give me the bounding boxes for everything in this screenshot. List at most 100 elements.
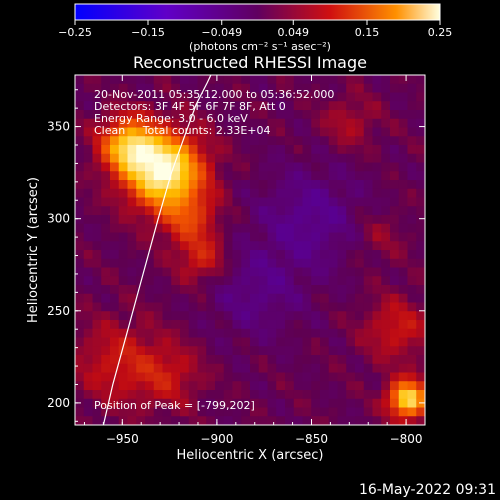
heatmap-cell — [162, 92, 172, 102]
heatmap-cell — [311, 398, 321, 409]
heatmap-cell — [118, 153, 129, 164]
heatmap-cell — [215, 390, 225, 400]
heatmap-cell — [188, 92, 199, 102]
heatmap-cell — [398, 372, 409, 382]
heatmap-cell — [75, 302, 85, 312]
heatmap-cell — [390, 276, 400, 286]
heatmap-cell — [390, 101, 400, 111]
heatmap-cell — [416, 328, 425, 339]
heatmap-cell — [363, 250, 374, 260]
heatmap-cell — [258, 110, 269, 120]
heatmap-cell — [302, 276, 312, 286]
heatmap-cell — [390, 355, 400, 365]
heatmap-cell — [267, 381, 277, 391]
heatmap-cell — [302, 390, 312, 400]
heatmap-cell — [206, 180, 216, 190]
heatmap-cell — [75, 215, 85, 225]
heatmap-cell — [101, 276, 111, 286]
heatmap-cell — [328, 153, 339, 164]
heatmap-cell — [355, 398, 365, 409]
heatmap-cell — [285, 346, 295, 356]
heatmap-cell — [285, 390, 295, 400]
heatmap-cell — [337, 83, 347, 94]
heatmap-cell — [145, 407, 155, 417]
heatmap-cell — [223, 267, 234, 277]
heatmap-cell — [398, 188, 409, 199]
heatmap-cell — [398, 381, 409, 391]
heatmap-cell — [390, 188, 400, 199]
heatmap-cell — [381, 346, 391, 356]
heatmap-cell — [250, 153, 260, 164]
heatmap-cell — [232, 145, 242, 155]
heatmap-cell — [337, 311, 347, 321]
heatmap-cell — [355, 232, 365, 242]
heatmap-cell — [118, 145, 129, 155]
heatmap-cell — [92, 75, 102, 85]
heatmap-cell — [276, 372, 286, 382]
heatmap-cell — [328, 372, 339, 382]
heatmap-cell — [320, 267, 330, 277]
heatmap-cell — [390, 145, 400, 155]
heatmap-cell — [337, 355, 347, 365]
heatmap-cell — [328, 258, 339, 269]
heatmap-cell — [390, 153, 400, 164]
heatmap-cell — [293, 355, 304, 365]
heatmap-cell — [390, 381, 400, 391]
heatmap-cell — [197, 302, 207, 312]
heatmap-cell — [153, 267, 164, 277]
heatmap-cell — [250, 355, 260, 365]
heatmap-cell — [127, 381, 137, 391]
heatmap-cell — [363, 363, 374, 374]
heatmap-cell — [206, 285, 216, 295]
heatmap-cell — [110, 346, 120, 356]
heatmap-cell — [381, 145, 391, 155]
y-tick-label: 300 — [47, 212, 70, 226]
heatmap-cell — [241, 390, 251, 400]
heatmap-cell — [363, 223, 374, 234]
heatmap-cell — [293, 381, 304, 391]
heatmap-cell — [355, 223, 365, 234]
heatmap-cell — [285, 223, 295, 234]
heatmap-cell — [337, 118, 347, 129]
heatmap-cell — [215, 145, 225, 155]
heatmap-cell — [363, 110, 374, 120]
x-tick-label: −900 — [200, 432, 233, 446]
heatmap-cell — [285, 381, 295, 391]
heatmap-cell — [188, 153, 199, 164]
heatmap-cell — [92, 355, 102, 365]
heatmap-cell — [285, 118, 295, 129]
heatmap-cell — [75, 75, 85, 85]
heatmap-cell — [223, 355, 234, 365]
heatmap-cell — [223, 258, 234, 269]
heatmap-cell — [110, 83, 120, 94]
heatmap-cell — [363, 136, 374, 146]
heatmap-cell — [390, 337, 400, 347]
heatmap-cell — [258, 267, 269, 277]
heatmap-cell — [311, 363, 321, 374]
heatmap-cell — [250, 276, 260, 286]
heatmap-cell — [276, 241, 286, 251]
heatmap-cell — [232, 381, 242, 391]
heatmap-cell — [215, 258, 225, 269]
plot-frame — [74, 74, 426, 426]
heatmap-cell — [398, 363, 409, 374]
heatmap-cell — [153, 197, 164, 207]
heatmap-cell — [110, 118, 120, 129]
heatmap-cell — [276, 118, 286, 129]
heatmap-cell — [311, 293, 321, 304]
heatmap-cell — [381, 258, 391, 269]
heatmap-cell — [363, 372, 374, 382]
heatmap-cell — [110, 75, 120, 85]
heatmap-cell — [188, 136, 199, 146]
heatmap-cell — [355, 162, 365, 172]
heatmap-cell — [215, 171, 225, 181]
heatmap-cell — [346, 83, 356, 94]
heatmap-cell — [171, 118, 181, 129]
heatmap-cell — [162, 145, 172, 155]
heatmap-cell — [258, 162, 269, 172]
heatmap-cell — [232, 407, 242, 417]
heatmap-cell — [118, 110, 129, 120]
heatmap-cell — [276, 75, 286, 85]
heatmap-cell — [223, 346, 234, 356]
heatmap-cell — [346, 232, 356, 242]
